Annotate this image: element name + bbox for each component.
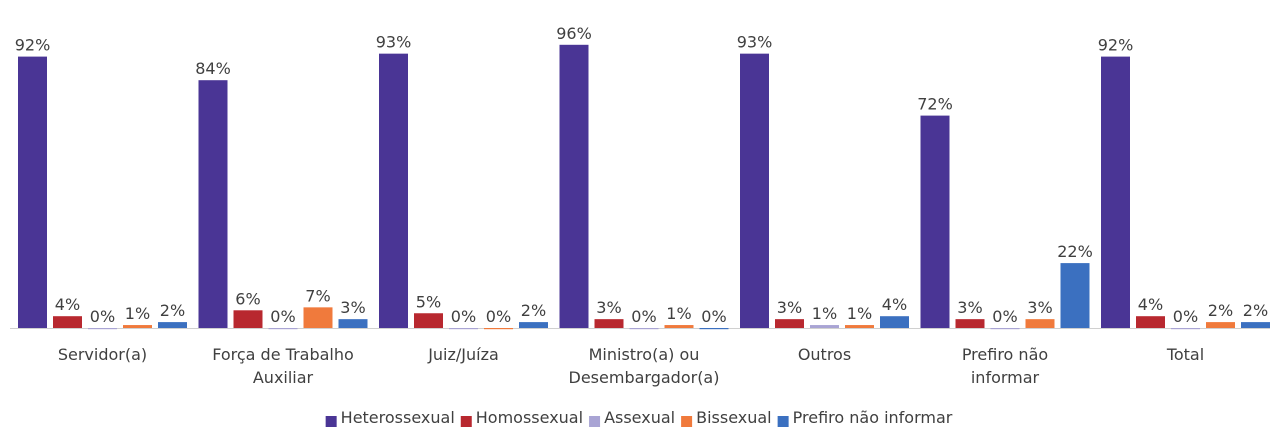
data-label: 7% xyxy=(305,286,330,305)
data-label: 3% xyxy=(340,298,365,317)
data-label: 1% xyxy=(666,304,691,323)
bar xyxy=(198,80,228,328)
bar xyxy=(1060,263,1090,328)
data-label: 3% xyxy=(777,298,802,317)
bar xyxy=(303,307,333,328)
data-label: 2% xyxy=(521,301,546,320)
legend-item: Assexual xyxy=(589,408,675,427)
bar xyxy=(699,328,729,330)
legend-label: Heterossexual xyxy=(341,408,455,427)
data-label: 4% xyxy=(55,295,80,314)
bar xyxy=(1241,322,1270,328)
legend-item: Prefiro não informar xyxy=(777,408,953,427)
bar xyxy=(664,325,694,328)
bar xyxy=(845,325,874,328)
bar xyxy=(629,328,659,330)
data-label: 0% xyxy=(631,307,656,326)
x-tick-label: Total xyxy=(1166,345,1204,364)
data-label: 3% xyxy=(1027,298,1052,317)
x-tick-label: Outros xyxy=(798,345,851,364)
data-label: 1% xyxy=(812,304,837,323)
bar xyxy=(88,328,117,330)
data-label: 6% xyxy=(235,289,260,308)
bar xyxy=(594,319,624,328)
legend-item: Bissexual xyxy=(681,408,772,427)
data-label: 0% xyxy=(451,307,476,326)
data-label: 0% xyxy=(270,307,295,326)
bar xyxy=(1136,316,1165,328)
bar xyxy=(559,44,589,329)
data-label: 2% xyxy=(160,301,185,320)
x-tick-label: Servidor(a) xyxy=(58,345,147,364)
bar xyxy=(1025,319,1055,328)
x-tick-label: Ministro(a) ou Desembargador(a) xyxy=(569,345,720,387)
x-tick-label: Juiz/Juíza xyxy=(427,345,499,364)
bar xyxy=(53,316,82,328)
data-label: 0% xyxy=(701,307,726,326)
legend-label: Bissexual xyxy=(696,408,772,427)
data-label: 5% xyxy=(416,292,441,311)
data-label: 0% xyxy=(90,307,115,326)
legend-label: Assexual xyxy=(604,408,675,427)
data-label: 2% xyxy=(1208,301,1233,320)
data-label: 4% xyxy=(882,295,907,314)
bar xyxy=(158,322,187,328)
data-label: 2% xyxy=(1243,301,1268,320)
bar xyxy=(1101,56,1130,328)
bar xyxy=(233,310,263,328)
data-label: 92% xyxy=(1098,36,1134,55)
bar xyxy=(268,328,298,330)
data-label: 3% xyxy=(596,298,621,317)
legend-item: Heterossexual xyxy=(325,408,455,427)
bar xyxy=(880,316,909,328)
legend-swatch xyxy=(777,416,789,427)
legend-swatch xyxy=(325,416,337,427)
bar xyxy=(955,319,985,328)
bar xyxy=(740,53,769,329)
data-label: 1% xyxy=(847,304,872,323)
legend-label: Prefiro não informar xyxy=(793,408,953,427)
data-label: 93% xyxy=(376,33,412,52)
data-label: 92% xyxy=(15,36,51,55)
x-tick-label: Força de Trabalho Auxiliar xyxy=(212,345,354,387)
bar xyxy=(810,325,839,328)
legend-label: Homossexual xyxy=(476,408,583,427)
bar xyxy=(18,56,47,328)
bar xyxy=(338,319,368,328)
bar xyxy=(484,328,513,330)
legend-swatch xyxy=(460,416,472,427)
bar xyxy=(519,322,548,328)
data-label: 84% xyxy=(195,59,231,78)
data-label: 3% xyxy=(957,298,982,317)
data-label: 96% xyxy=(556,24,592,43)
bar xyxy=(775,319,804,328)
bar xyxy=(449,328,478,330)
bar xyxy=(1206,322,1235,328)
data-label: 0% xyxy=(486,307,511,326)
bar xyxy=(414,313,443,328)
legend-item: Homossexual xyxy=(460,408,583,427)
data-label: 4% xyxy=(1138,295,1163,314)
legend-swatch xyxy=(589,416,601,427)
bar xyxy=(123,325,152,328)
bar xyxy=(920,115,950,328)
data-label: 0% xyxy=(1173,307,1198,326)
data-label: 72% xyxy=(917,95,953,114)
data-label: 0% xyxy=(992,307,1017,326)
bar xyxy=(990,328,1020,330)
data-label: 22% xyxy=(1057,242,1093,261)
legend-swatch xyxy=(681,416,693,427)
bar xyxy=(1171,328,1200,330)
data-label: 1% xyxy=(125,304,150,323)
x-tick-label: Prefiro não informar xyxy=(962,345,1048,387)
bar xyxy=(379,53,408,329)
data-label: 93% xyxy=(737,33,773,52)
